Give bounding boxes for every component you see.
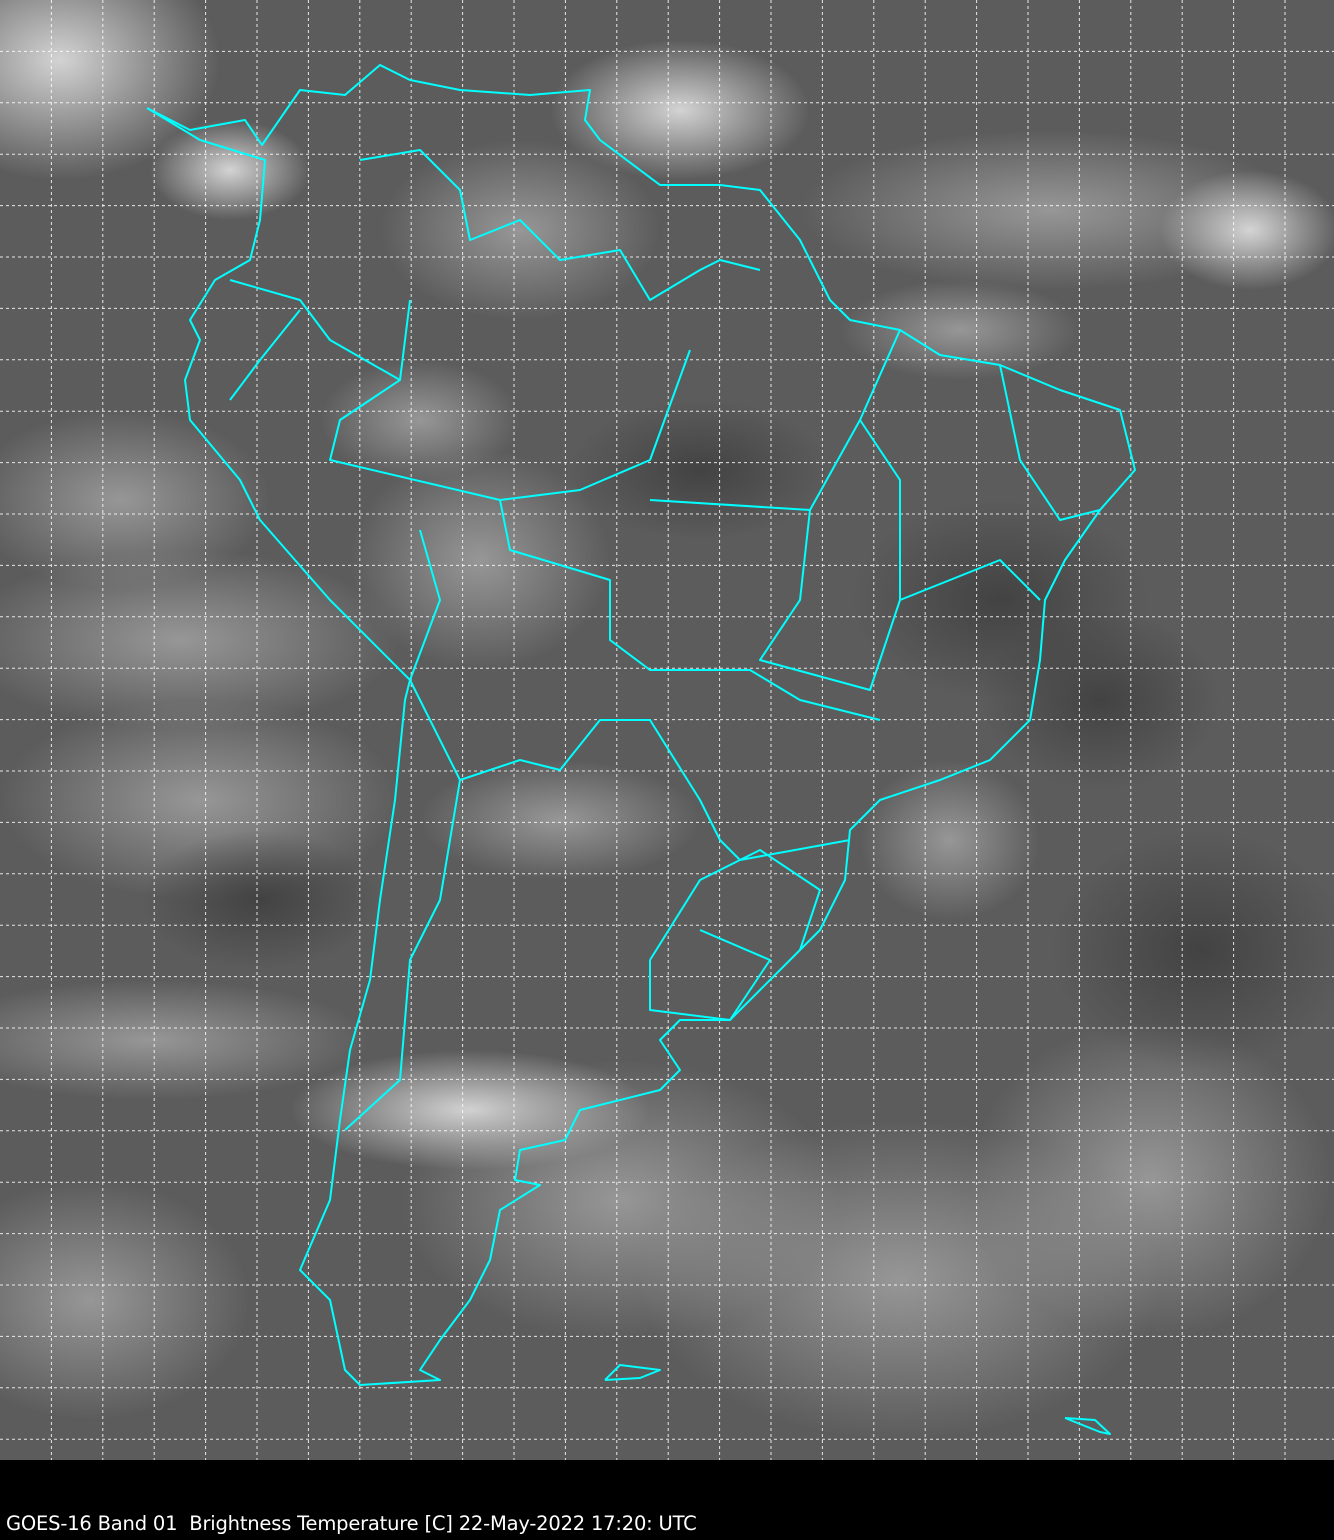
cloud-patch (150, 120, 310, 220)
cloud-patch (0, 550, 400, 730)
border-line (409, 679, 851, 861)
cloud-patch (0, 410, 270, 590)
image-caption: GOES-16 Band 01 Brightness Temperature [… (6, 1512, 697, 1535)
cloud-patch (840, 280, 1080, 380)
border-line (859, 329, 901, 600)
cloud-patch (1050, 830, 1334, 1070)
south-georgia-island (1064, 1417, 1111, 1435)
cloud-patch (860, 760, 1040, 920)
cloud-patch (380, 140, 660, 320)
border-line (229, 279, 401, 381)
border-line (759, 509, 1041, 691)
lat-lon-grid (0, 0, 1334, 1460)
cloud-patch (420, 760, 700, 880)
cloud-patch (550, 40, 810, 180)
cloud-patch (140, 830, 380, 970)
border-line (649, 929, 771, 1021)
falkland-islands (604, 1364, 661, 1381)
cloud-patch (850, 500, 1150, 700)
border-line (409, 529, 441, 681)
border-line (499, 499, 881, 721)
border-line (359, 149, 761, 301)
border-line (229, 309, 301, 401)
cloud-patch (570, 400, 830, 540)
cloud-patch (0, 1180, 250, 1420)
border-line (344, 779, 461, 1131)
cloud-patch (350, 450, 610, 670)
cloud-patch (320, 360, 520, 480)
cloud-patch (1160, 170, 1334, 290)
map-canvas (0, 0, 1334, 1460)
country-borders (146, 64, 1136, 1435)
border-line (329, 299, 691, 501)
border-line (649, 849, 821, 961)
cloud-patch (0, 980, 370, 1100)
satellite-image (0, 0, 1334, 1460)
cloud-patch (0, 0, 220, 180)
border-line (999, 364, 1101, 521)
cloud-patch (970, 1020, 1330, 1340)
